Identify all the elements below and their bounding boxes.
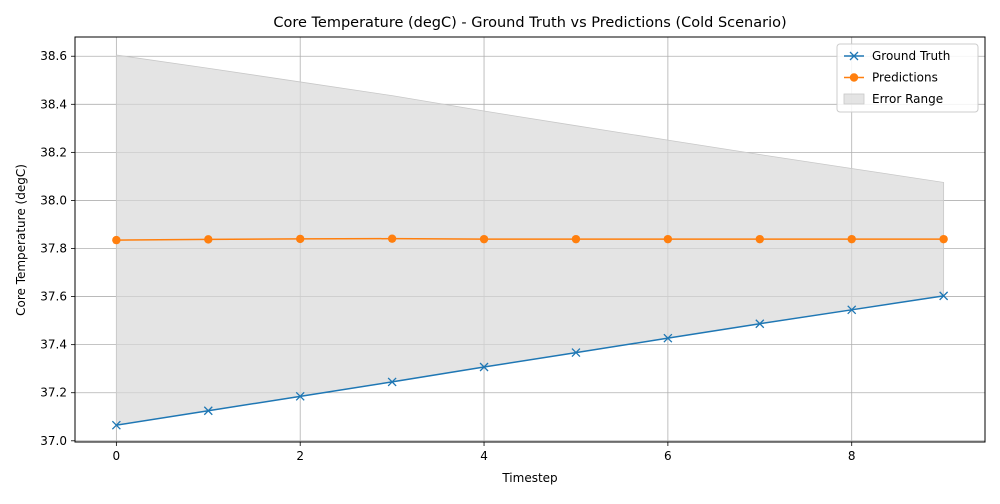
y-tick-label: 37.2 bbox=[40, 386, 67, 400]
legend-frame bbox=[836, 43, 979, 113]
legend-marker-ground-truth bbox=[849, 51, 859, 61]
data-point-ground-truth bbox=[387, 377, 397, 387]
y-tick-label: 37.6 bbox=[40, 290, 67, 304]
data-point-predictions bbox=[204, 235, 213, 244]
x-tick-label: 4 bbox=[480, 449, 488, 463]
chart-title: Core Temperature (degC) - Ground Truth v… bbox=[273, 15, 786, 31]
data-point-predictions bbox=[663, 234, 673, 244]
data-point-predictions bbox=[112, 235, 121, 245]
data-point-ground-truth bbox=[295, 391, 305, 401]
data-point-ground-truth bbox=[479, 362, 489, 372]
data-point-ground-truth bbox=[847, 305, 857, 315]
y-tick-label: 37.0 bbox=[40, 434, 67, 448]
legend-swatch-error-range bbox=[843, 93, 865, 105]
data-point-ground-truth bbox=[203, 406, 213, 416]
series-ground-truth bbox=[111, 291, 949, 430]
x-tick-label: 8 bbox=[848, 449, 856, 463]
series-line-predictions bbox=[116, 237, 944, 241]
x-tick-label: 0 bbox=[113, 449, 121, 463]
y-tick-label: 37.4 bbox=[40, 338, 67, 352]
y-tick-label: 38.0 bbox=[40, 193, 67, 207]
data-point-predictions bbox=[387, 234, 397, 243]
legend-label-error-range: Error Range bbox=[872, 92, 943, 106]
data-point-ground-truth bbox=[571, 348, 581, 358]
error-range-band bbox=[115, 54, 945, 426]
legend-label-predictions: Predictions bbox=[872, 71, 938, 85]
data-point-predictions bbox=[755, 234, 764, 244]
y-tick-label: 38.2 bbox=[40, 145, 67, 159]
error-band bbox=[115, 54, 945, 426]
data-point-ground-truth bbox=[755, 319, 765, 329]
legend-label-ground-truth: Ground Truth bbox=[872, 49, 950, 63]
plot-frame bbox=[74, 36, 986, 443]
series-line-ground-truth bbox=[116, 295, 944, 426]
y-axis-label: Core Temperature (degC) bbox=[14, 164, 28, 316]
data-point-predictions bbox=[571, 234, 581, 244]
legend: Ground Truth Predictions Error Range bbox=[836, 43, 979, 113]
data-point-ground-truth bbox=[939, 291, 949, 301]
data-point-ground-truth bbox=[663, 333, 673, 343]
x-axis-label: Timestep bbox=[501, 471, 557, 485]
data-point-predictions bbox=[296, 234, 305, 244]
axis-ticks: 0 2 4 6 8 37.0 37.2 37.4 37.6 37.8 38.0 38.2 38.4 38.… bbox=[40, 49, 855, 463]
y-tick-label: 38.4 bbox=[40, 97, 67, 111]
x-tick-label: 6 bbox=[664, 449, 672, 463]
data-point-predictions bbox=[479, 234, 489, 244]
data-point-predictions bbox=[939, 234, 948, 244]
x-tick-label: 2 bbox=[296, 449, 304, 463]
y-tick-label: 38.6 bbox=[40, 49, 67, 63]
data-point-ground-truth bbox=[111, 420, 121, 430]
y-tick-label: 37.8 bbox=[40, 242, 67, 256]
series-predictions bbox=[112, 234, 948, 245]
series-group bbox=[111, 234, 949, 430]
data-point-predictions bbox=[847, 234, 856, 244]
legend-marker-predictions bbox=[849, 73, 859, 82]
